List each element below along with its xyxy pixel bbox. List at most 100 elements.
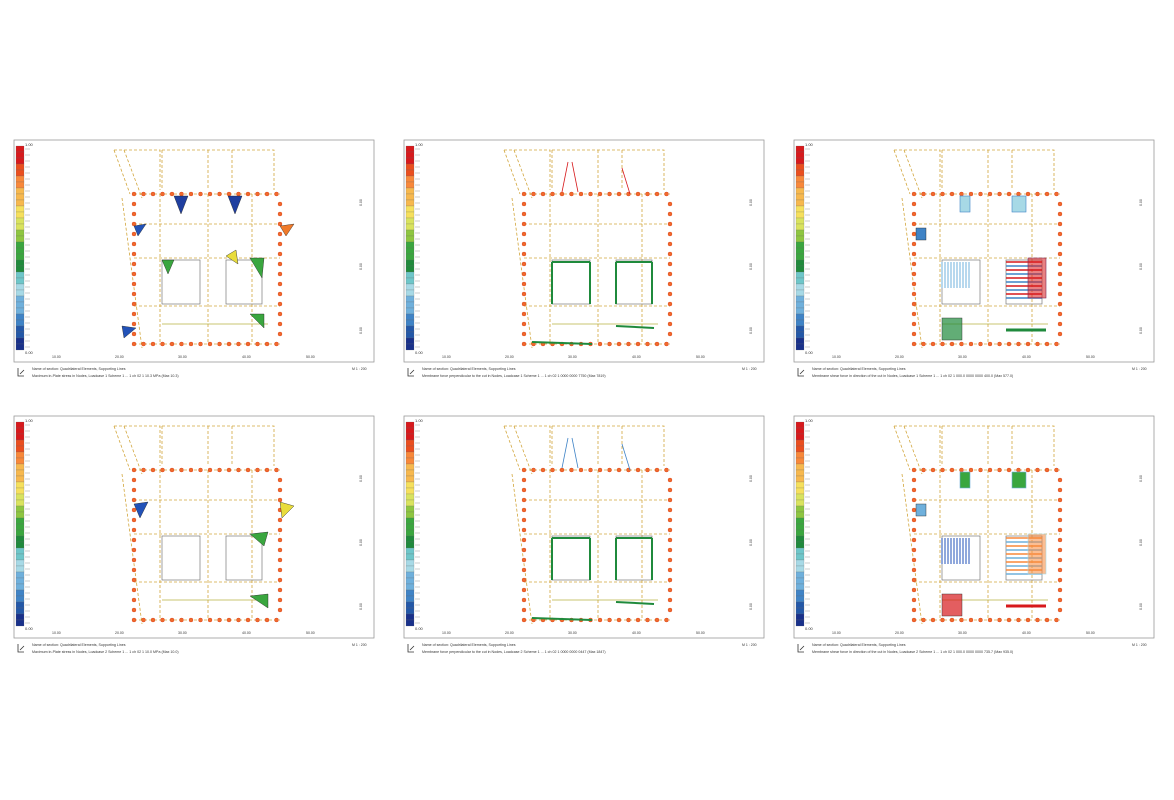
- axis-y-label: 0.00: [1139, 539, 1143, 546]
- support-node: [968, 617, 974, 623]
- support-node: [616, 191, 622, 197]
- legend-swatch: [795, 517, 805, 525]
- legend-swatch: [15, 571, 25, 579]
- support-node: [959, 341, 964, 347]
- legend-swatch: [15, 553, 25, 561]
- legend-swatch: [795, 199, 805, 207]
- support-node: [667, 231, 673, 237]
- legend-swatch: [15, 247, 25, 255]
- support-node: [949, 191, 955, 197]
- support-node: [550, 467, 555, 473]
- support-node: [940, 341, 945, 347]
- legend-swatch: [795, 337, 805, 345]
- legend-swatch: [15, 229, 25, 237]
- legend-swatch: [405, 337, 415, 345]
- legend-swatch: [795, 577, 805, 585]
- result-diagram: [227, 195, 243, 215]
- legend-swatch: [15, 487, 25, 495]
- support-node: [255, 191, 260, 197]
- support-node: [264, 617, 270, 623]
- axis-x-label: 30.00: [958, 355, 967, 359]
- support-node: [987, 191, 993, 197]
- support-node: [277, 331, 283, 337]
- support-node: [911, 577, 917, 583]
- support-node: [521, 291, 527, 297]
- support-node: [987, 617, 993, 623]
- legend-swatch: [795, 229, 805, 237]
- result-line: [561, 161, 631, 195]
- support-node: [911, 201, 917, 207]
- support-node: [521, 211, 527, 217]
- axis-x-label: 20.00: [895, 631, 904, 635]
- support-node: [521, 271, 527, 277]
- outline-top-wing: [113, 149, 275, 199]
- support-node: [160, 617, 165, 623]
- axis-x-label: 30.00: [568, 631, 577, 635]
- axis-x-label: 10.00: [52, 355, 61, 359]
- legend-swatch: [15, 505, 25, 513]
- support-node: [131, 517, 137, 523]
- support-node: [131, 301, 137, 307]
- axis-y-label: 0.00: [359, 539, 363, 546]
- legend-swatch: [405, 253, 415, 261]
- axis-x-label: 40.00: [1022, 631, 1031, 635]
- support-node: [911, 497, 917, 503]
- support-node: [635, 191, 641, 197]
- axis-symbol-icon: [407, 368, 415, 377]
- axis-x-label: 30.00: [178, 631, 187, 635]
- support-node: [911, 487, 917, 493]
- axis-x-label: 40.00: [242, 355, 251, 359]
- support-node: [521, 597, 527, 603]
- support-node: [930, 341, 936, 347]
- support-node: [968, 341, 974, 347]
- support-node: [911, 607, 917, 613]
- result-hatch-block: [941, 317, 963, 341]
- legend-swatch: [405, 433, 415, 441]
- support-node: [911, 221, 917, 227]
- support-node: [959, 617, 964, 623]
- support-node: [607, 617, 612, 623]
- support-node: [131, 261, 137, 267]
- axis-x-label: 40.00: [632, 355, 641, 359]
- support-node: [255, 467, 260, 473]
- axis-y-label: 0.00: [749, 263, 753, 270]
- legend-swatch: [15, 451, 25, 459]
- legend-swatch: [15, 517, 25, 525]
- caption-line-2: Maximum in-Plate stress in Nodes, Loadca…: [32, 650, 179, 654]
- legend-swatch: [795, 181, 805, 189]
- support-node: [1035, 191, 1040, 197]
- legend-swatch: [405, 481, 415, 489]
- result-hatch-block: [1011, 471, 1027, 489]
- legend-swatch: [15, 613, 25, 621]
- support-node: [131, 607, 137, 613]
- legend-swatch: [15, 295, 25, 303]
- support-node: [217, 341, 222, 347]
- support-node: [521, 607, 527, 613]
- legend-swatch: [15, 343, 25, 351]
- support-node: [911, 517, 917, 523]
- legend-swatch: [795, 505, 805, 513]
- support-node: [667, 301, 673, 307]
- support-node: [616, 617, 622, 623]
- legend-swatch: [795, 547, 805, 555]
- legend-min-label: 0.00: [25, 626, 34, 631]
- result-diagram: [249, 531, 269, 547]
- result-hatch-block: [1027, 533, 1047, 575]
- axis-y-label: 0.00: [749, 539, 753, 546]
- support-node: [949, 467, 955, 473]
- support-node: [245, 341, 251, 347]
- support-node: [1044, 191, 1050, 197]
- support-node: [997, 191, 1002, 197]
- axis-x-label: 40.00: [632, 631, 641, 635]
- support-node: [1057, 241, 1063, 247]
- support-node: [667, 607, 673, 613]
- diagram-panel-1: 1.00 0.00 0.00 0.00 0.00 10.00 20.00 30.00 40.00…: [12, 138, 376, 382]
- support-node: [664, 191, 669, 197]
- support-node: [1006, 467, 1012, 473]
- support-node: [131, 547, 137, 553]
- support-node: [521, 321, 527, 327]
- support-node: [217, 617, 222, 623]
- axis-y-label: 0.00: [749, 327, 753, 334]
- support-node: [521, 301, 527, 307]
- legend-swatch: [405, 493, 415, 501]
